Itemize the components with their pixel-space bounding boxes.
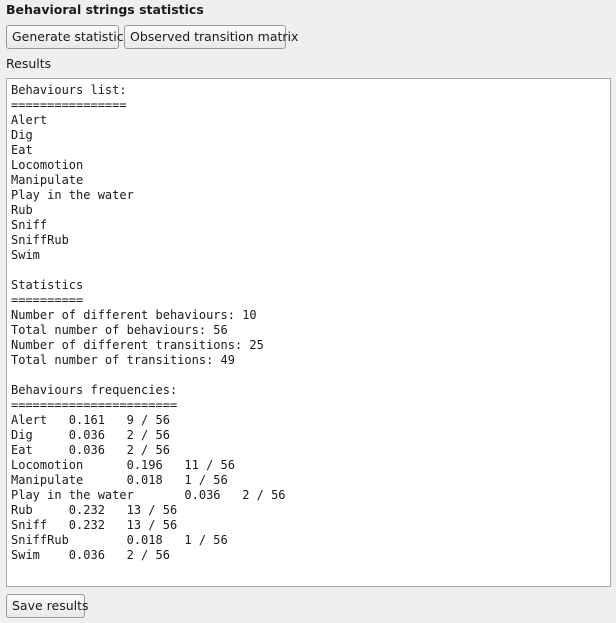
results-line: Rub 0.232 13 / 56: [11, 503, 178, 517]
results-line: Swim 0.036 2 / 56: [11, 548, 170, 562]
results-text: Behaviours list: ================ Alert …: [7, 79, 610, 567]
generate-statistics-button[interactable]: Generate statistics: [6, 25, 130, 49]
results-line: Manipulate 0.018 1 / 56: [11, 473, 228, 487]
results-line: Sniff: [11, 218, 48, 232]
results-line: Play in the water: [11, 188, 134, 202]
results-line: Locomotion 0.196 11 / 56: [11, 458, 235, 472]
observed-transition-matrix-button[interactable]: Observed transition matrix: [124, 25, 298, 49]
results-line: Statistics: [11, 278, 84, 292]
results-line: Number of different behaviours: 10: [11, 308, 257, 322]
save-results-button[interactable]: Save results: [6, 594, 89, 618]
results-line: SniffRub: [11, 233, 69, 247]
results-line: Behaviours frequencies:: [11, 383, 178, 397]
results-line: Sniff 0.232 13 / 56: [11, 518, 178, 532]
window-title: Behavioral strings statistics: [6, 2, 204, 17]
results-line: Rub: [11, 203, 33, 217]
results-line: Manipulate: [11, 173, 84, 187]
results-line: ==========: [11, 293, 84, 307]
results-line: Total number of transitions: 49: [11, 353, 235, 367]
results-label: Results: [6, 56, 52, 71]
results-line: Behaviours list:: [11, 83, 127, 97]
results-line: ================: [11, 98, 127, 112]
results-line: Eat 0.036 2 / 56: [11, 443, 170, 457]
results-line: Swim: [11, 248, 40, 262]
results-line: Alert: [11, 113, 48, 127]
results-line: Dig 0.036 2 / 56: [11, 428, 170, 442]
results-line: =======================: [11, 398, 178, 412]
results-line: Total number of behaviours: 56: [11, 323, 228, 337]
results-line: SniffRub 0.018 1 / 56: [11, 533, 228, 547]
results-line: Eat: [11, 143, 33, 157]
results-line: Alert 0.161 9 / 56: [11, 413, 170, 427]
results-line: Dig: [11, 128, 33, 142]
results-line: Play in the water 0.036 2 / 56: [11, 488, 286, 502]
results-text-area[interactable]: Behaviours list: ================ Alert …: [6, 78, 611, 587]
results-line: Number of different transitions: 25: [11, 338, 264, 352]
results-line: Locomotion: [11, 158, 84, 172]
